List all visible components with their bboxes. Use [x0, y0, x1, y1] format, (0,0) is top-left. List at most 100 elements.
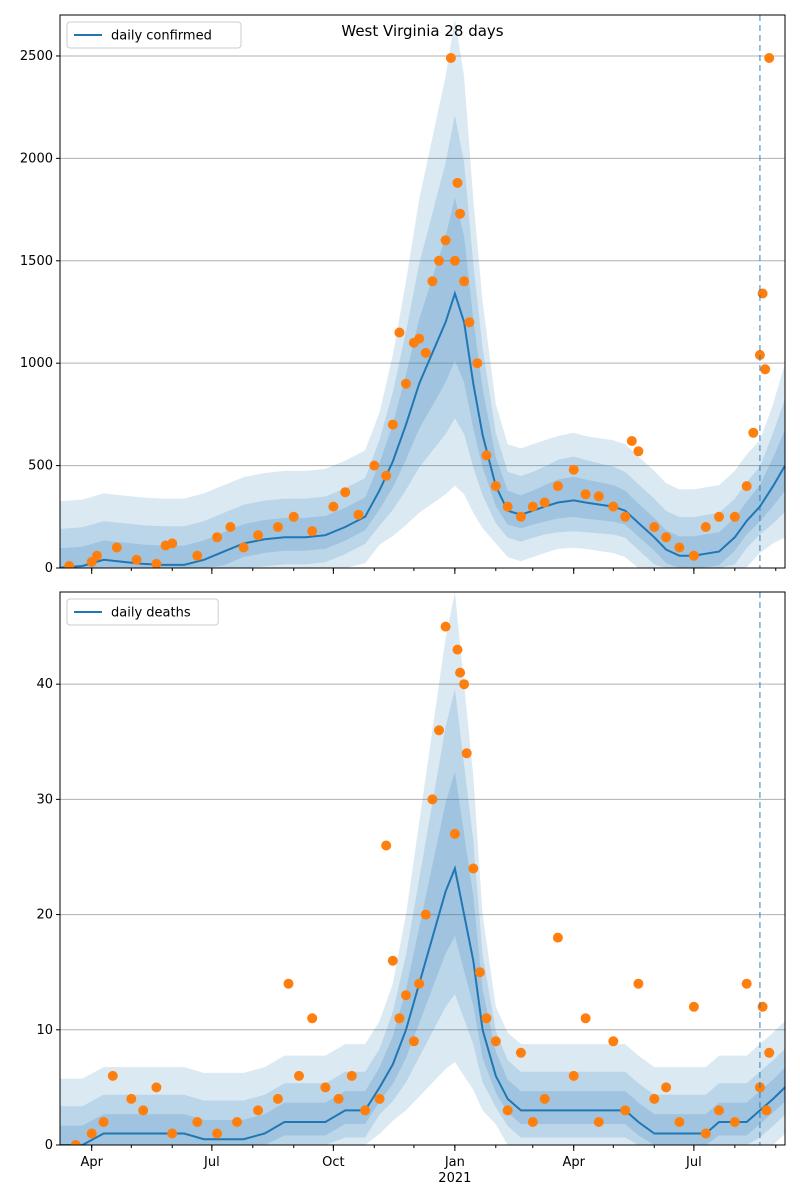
scatter-point — [661, 532, 672, 543]
y-tick-label: 2000 — [20, 151, 53, 166]
scatter-point — [633, 978, 644, 989]
legend-label: daily deaths — [111, 606, 191, 621]
scatter-point — [729, 1117, 740, 1127]
axes-frame — [59, 14, 786, 569]
scatter-point — [626, 436, 637, 446]
scatter-point — [369, 460, 380, 471]
scatter-point — [633, 446, 644, 457]
scatter-point — [440, 235, 451, 246]
scatter-point — [307, 1013, 318, 1024]
scatter-point — [420, 347, 431, 358]
scatter-point — [761, 1105, 772, 1116]
scatter-point — [320, 1082, 331, 1093]
legend-box — [66, 598, 219, 626]
scatter-point — [515, 511, 526, 522]
y-tick-label: 2500 — [20, 49, 53, 64]
scatter-point — [700, 1128, 711, 1139]
scatter-point — [340, 487, 351, 498]
scatter-point — [674, 542, 685, 553]
scatter-point — [440, 621, 451, 632]
scatter-point — [527, 1117, 538, 1127]
y-tick-label: 20 — [36, 908, 53, 923]
x-tick-label: Apr — [80, 1155, 103, 1170]
scatter-point — [455, 667, 466, 678]
scatter-point — [283, 978, 294, 989]
scatter-point — [232, 1117, 242, 1127]
scatter-point — [360, 1105, 371, 1116]
scatter-point — [502, 1105, 513, 1116]
scatter-point — [757, 1001, 768, 1012]
scatter-point — [568, 1070, 579, 1081]
scatter-point — [674, 1117, 685, 1127]
scatter-point — [490, 481, 501, 492]
scatter-point — [272, 522, 283, 532]
scatter-point — [381, 840, 392, 851]
legend-box — [66, 21, 242, 49]
scatter-point — [401, 990, 411, 1001]
scatter-point — [741, 978, 752, 989]
scatter-point — [131, 554, 142, 565]
scatter-point — [688, 550, 699, 561]
scatter-point — [427, 276, 438, 287]
scatter-point — [253, 1105, 264, 1116]
scatter-point — [764, 1047, 775, 1058]
confidence-band-1 — [60, 19, 785, 568]
scatter-point — [461, 748, 472, 759]
scatter-point — [580, 1013, 591, 1024]
scatter-point — [126, 1093, 137, 1104]
scatter-point — [593, 491, 604, 502]
scatter-point — [468, 863, 479, 874]
scatter-point — [294, 1070, 304, 1081]
scatter-point — [714, 1105, 724, 1116]
x-tick-label: Apr — [562, 1155, 585, 1170]
scatter-point — [212, 532, 223, 543]
scatter-point — [593, 1117, 604, 1127]
scatter-point — [333, 1093, 344, 1104]
scatter-point — [580, 489, 591, 500]
confidence-band-3 — [60, 197, 785, 568]
scatter-point — [700, 522, 711, 532]
scatter-point — [741, 481, 752, 492]
scatter-point — [434, 725, 444, 736]
scatter-point — [434, 255, 444, 266]
axes-frame — [59, 591, 786, 1146]
scatter-point — [374, 1093, 385, 1104]
scatter-point — [414, 333, 425, 344]
deaths-panel: 0 10 20 30 40 Apr Jul Oct Jan Apr Jul 2021 daily dea… — [36, 591, 786, 1186]
scatter-point — [192, 1117, 203, 1127]
scatter-point — [464, 317, 475, 328]
y-tick-label: 0 — [45, 1138, 53, 1153]
scatter-point — [539, 497, 550, 508]
scatter-point — [459, 679, 470, 690]
scatter-point — [288, 511, 299, 522]
scatter-point — [568, 464, 579, 475]
x-tick-label: Jul — [203, 1155, 220, 1170]
scatter-point — [92, 550, 102, 561]
scatter-point — [455, 208, 466, 219]
scatter-point — [420, 909, 431, 920]
scatter-point — [649, 1093, 660, 1104]
scatter-point — [459, 276, 470, 287]
confirmed-panel: 0 500 1000 1500 2000 2500 daily confirmed West … — [20, 14, 786, 576]
confidence-band-1 — [60, 592, 785, 1145]
scatter-point — [764, 53, 775, 63]
plot-area — [60, 592, 785, 1145]
y-tick-label: 30 — [36, 792, 53, 807]
scatter-point — [387, 955, 398, 966]
scatter-point — [192, 550, 203, 561]
scatter-point — [539, 1093, 550, 1104]
scatter-point — [98, 1117, 109, 1127]
scatter-point — [608, 1036, 619, 1047]
scatter-point — [138, 1105, 149, 1116]
scatter-point — [381, 470, 392, 481]
chart-title: West Virginia 28 days — [341, 22, 503, 40]
scatter-point — [111, 542, 122, 553]
scatter-point — [748, 427, 759, 438]
scatter-point — [449, 828, 460, 839]
scatter-point — [552, 481, 563, 492]
scatter-point — [238, 542, 249, 553]
scatter-point — [481, 450, 492, 461]
scatter-point — [346, 1070, 357, 1081]
y-tick-label: 1000 — [20, 356, 53, 371]
